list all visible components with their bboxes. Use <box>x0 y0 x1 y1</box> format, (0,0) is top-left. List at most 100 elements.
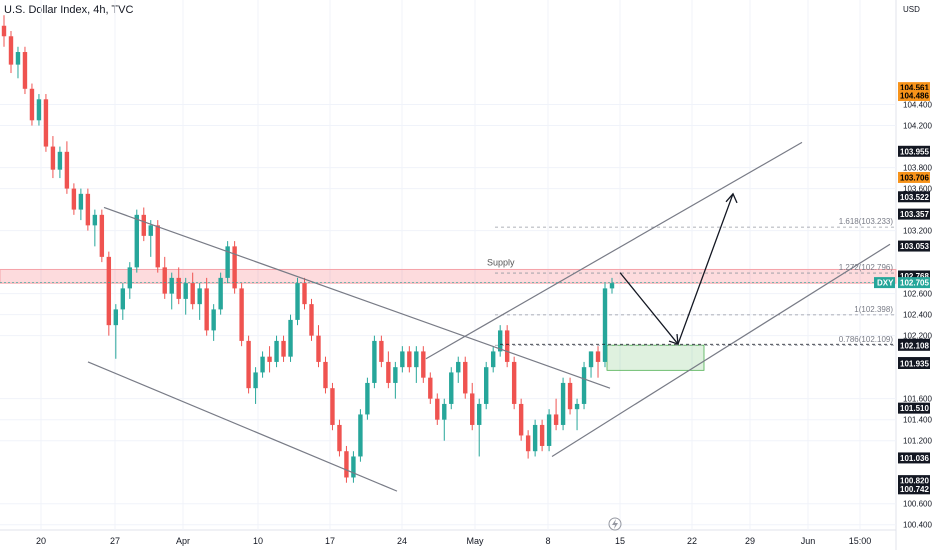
candle-body <box>78 193 84 210</box>
price-tick-label: 103.600 <box>903 185 932 194</box>
candle-body <box>372 340 377 383</box>
candle-body <box>386 361 391 383</box>
candle-body <box>428 377 433 399</box>
candle-body <box>525 435 531 452</box>
time-tick-label: Apr <box>176 536 190 546</box>
candle-body <box>400 351 405 368</box>
price-badge-label: 100.742 <box>900 485 929 494</box>
price-badge <box>898 208 930 220</box>
candle-body <box>281 340 286 357</box>
candle-body <box>442 403 447 420</box>
projection-arrow <box>619 193 734 346</box>
candles <box>1 15 615 483</box>
candle-body <box>288 319 293 357</box>
price-badge <box>898 339 930 351</box>
price-badge-label: 103.522 <box>900 193 929 202</box>
candle-body <box>560 382 566 425</box>
candle-body <box>302 283 307 305</box>
price-badge-label: 103.706 <box>900 173 929 182</box>
candle-body <box>337 424 342 452</box>
candle-body <box>155 225 160 268</box>
zones: Supply <box>0 257 897 371</box>
arrow-head-down <box>668 333 679 345</box>
candle-body <box>546 414 552 446</box>
candle-body <box>29 88 35 121</box>
candle-body <box>595 351 601 362</box>
trendlines[interactable] <box>0 141 896 492</box>
candle-body <box>511 361 517 404</box>
price-badge-label: 102.108 <box>900 341 929 350</box>
price-ticks: 104.400 104.200 103.800 103.600 103.200 102.6… <box>903 101 932 530</box>
candle-body <box>197 288 202 305</box>
candle-body <box>602 288 608 362</box>
price-badge-label: 101.036 <box>900 454 929 463</box>
time-tick-label: May <box>466 536 484 546</box>
candle-body <box>316 335 321 362</box>
ascending-channel-lower <box>551 243 891 457</box>
candle-body <box>218 277 223 310</box>
time-tick-label: 17 <box>325 536 335 546</box>
candle-body <box>36 99 42 121</box>
candle-body <box>477 403 482 425</box>
candle-body <box>1 25 7 37</box>
price-badge-label: 103.955 <box>900 147 929 156</box>
time-tick-label: 15:00 <box>849 536 872 546</box>
candle-body <box>309 304 314 336</box>
price-tick-label: 103.800 <box>903 164 932 173</box>
candle-body <box>71 188 77 210</box>
symbol-badge <box>874 277 895 289</box>
candle-body <box>260 356 265 373</box>
arrow-head-up <box>725 192 738 204</box>
candle-body <box>22 52 28 89</box>
candle-body <box>274 340 279 362</box>
price-tick-label: 101.600 <box>903 395 932 404</box>
candle-body <box>15 52 21 65</box>
time-ticks: 20 27 Apr 10 17 24 May 8 15 22 29 Jun 15:00 <box>36 536 871 546</box>
candle-body <box>490 351 496 368</box>
time-tick-label: 27 <box>110 536 120 546</box>
candle-body <box>609 283 615 289</box>
candle-body <box>99 214 105 257</box>
candle-body <box>267 356 272 362</box>
candle-body <box>253 372 258 389</box>
price-tick-label: 100.600 <box>903 500 932 509</box>
price-badge <box>898 191 930 203</box>
candle-body <box>169 277 174 294</box>
candle-body <box>414 351 419 368</box>
candle-body <box>470 393 475 425</box>
fib-label: 1.618(103.233) <box>839 217 894 226</box>
candle-body <box>106 256 112 326</box>
candle-body <box>204 288 209 331</box>
price-badge-label: 104.561 <box>900 84 929 93</box>
candle-body <box>497 330 503 352</box>
price-tick-label: 102.600 <box>903 290 932 299</box>
candle-body <box>50 146 56 170</box>
time-tick-label: 22 <box>687 536 697 546</box>
supply-zone <box>0 268 897 284</box>
ascending-channel-upper <box>425 141 803 360</box>
symbol-badge-label: DXY <box>877 279 894 288</box>
candle-body <box>504 330 510 362</box>
time-tick-label: 8 <box>545 536 550 546</box>
candle-body <box>351 456 356 478</box>
candle-body <box>148 225 153 236</box>
candle-body <box>85 193 91 226</box>
price-tick-label: 102.200 <box>903 332 932 341</box>
descending-channel-upper <box>103 206 611 389</box>
candle-body <box>246 340 251 389</box>
candle-body <box>330 388 335 425</box>
price-badge <box>898 82 930 94</box>
candle-body <box>134 214 139 268</box>
lightning-icon[interactable] <box>608 517 622 531</box>
candle-body <box>57 151 63 170</box>
candle-body <box>567 382 573 410</box>
candle-body <box>456 361 461 373</box>
candle-body <box>113 309 119 326</box>
price-badge <box>898 145 930 157</box>
candle-body <box>43 99 49 147</box>
time-tick-label: 29 <box>745 536 755 546</box>
candle-body <box>176 277 181 299</box>
price-badge-label: 101.935 <box>900 359 929 368</box>
